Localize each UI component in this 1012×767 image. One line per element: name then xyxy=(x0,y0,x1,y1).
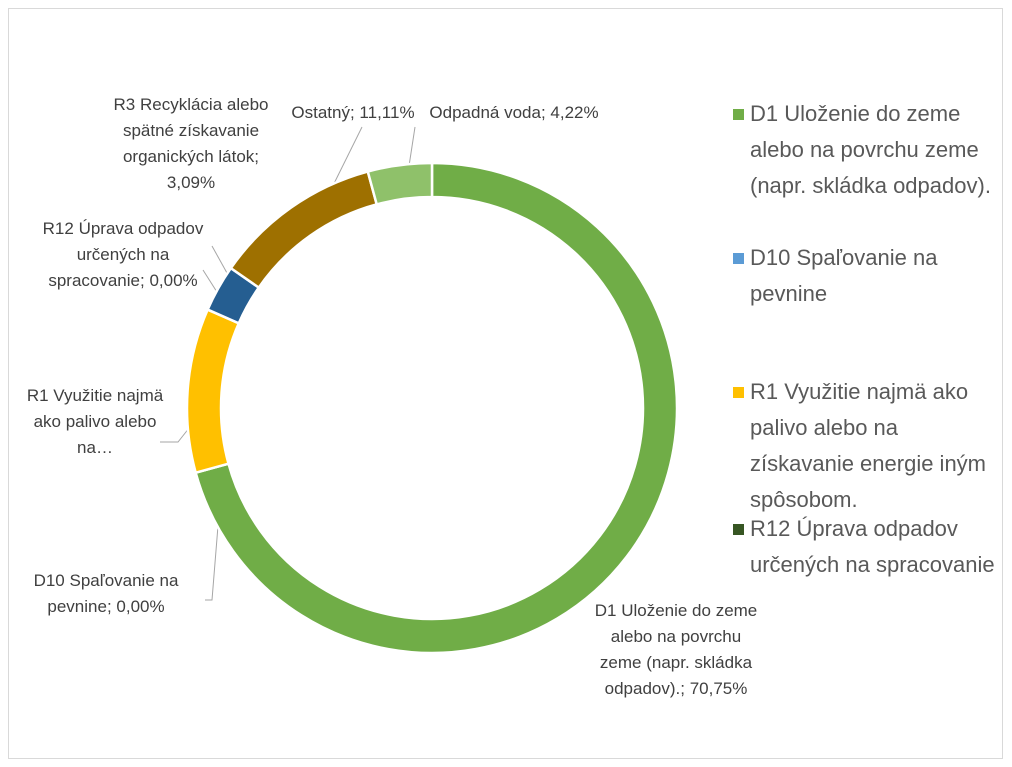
chart-border xyxy=(8,8,1003,759)
legend-swatch xyxy=(733,524,744,535)
legend-label: R12 Úprava odpadov určených na spracovan… xyxy=(750,516,995,577)
data-label: R1 Využitie najmä ako palivo alebo na… xyxy=(26,386,164,457)
data-label: D1 Uloženie do zeme alebo na povrchu zem… xyxy=(594,601,758,698)
legend-swatch xyxy=(733,387,744,398)
donut-segment xyxy=(185,307,241,475)
legend-label: R1 Využitie najmä ako palivo alebo na zí… xyxy=(750,379,987,512)
data-label: D10 Spaľovanie na pevnine; 0,00% xyxy=(33,571,179,616)
legend-swatch xyxy=(733,109,744,120)
donut-segment xyxy=(194,161,679,655)
legend-label: D1 Uloženie do zeme alebo na povrchu zem… xyxy=(750,101,991,198)
data-label: Ostatný; 11,11% xyxy=(291,103,415,122)
data-label: R3 Recyklácia alebo spätné získavanie or… xyxy=(113,95,269,192)
data-label: R12 Úprava odpadov určených na spracovan… xyxy=(42,219,204,290)
legend-swatch xyxy=(733,253,744,264)
donut-segment xyxy=(366,161,434,206)
legend-label: D10 Spaľovanie na pevnine xyxy=(750,245,938,306)
data-label: Odpadná voda; 4,22% xyxy=(429,103,599,122)
